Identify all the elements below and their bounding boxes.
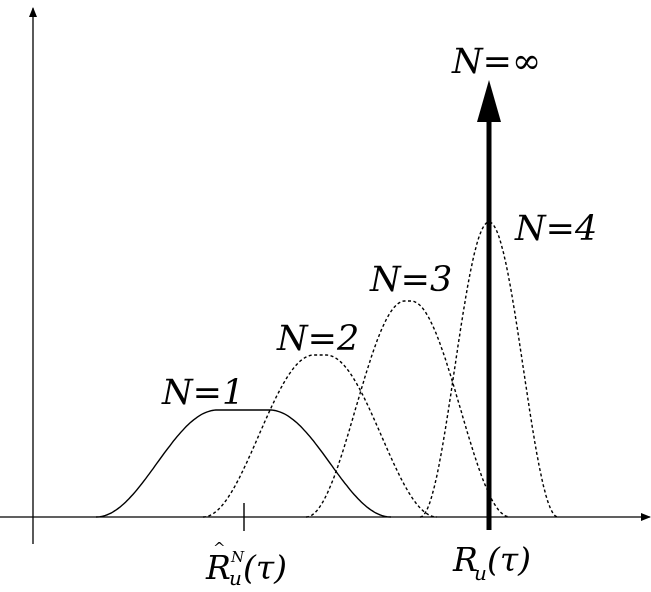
- label-n2: N=2: [276, 319, 359, 359]
- label-n-infinity: N=∞: [451, 42, 541, 82]
- curve-n2: [202, 354, 438, 518]
- label-n4: N=4: [514, 209, 597, 249]
- estimate-label-arg: (τ): [243, 548, 287, 587]
- limit-arrow-head: [477, 80, 501, 122]
- true-label-sub: u: [474, 561, 487, 585]
- label-n1: N=1: [161, 373, 244, 413]
- estimate-label-hat: ^: [213, 539, 226, 557]
- true-label-base: R: [452, 540, 478, 579]
- curve-n3: [305, 300, 511, 518]
- estimate-label-base: R: [205, 548, 231, 587]
- curve-n4: [419, 221, 559, 518]
- true-value-tick-label: R u (τ): [452, 540, 531, 585]
- curve-n1: [95, 409, 392, 518]
- estimate-tick-label: R ^ N u (τ): [205, 539, 287, 590]
- estimate-label-sub: u: [229, 566, 242, 587]
- estimate-label-sup: N: [230, 548, 245, 566]
- label-n3: N=3: [369, 260, 452, 300]
- true-label-arg: (τ): [487, 540, 531, 579]
